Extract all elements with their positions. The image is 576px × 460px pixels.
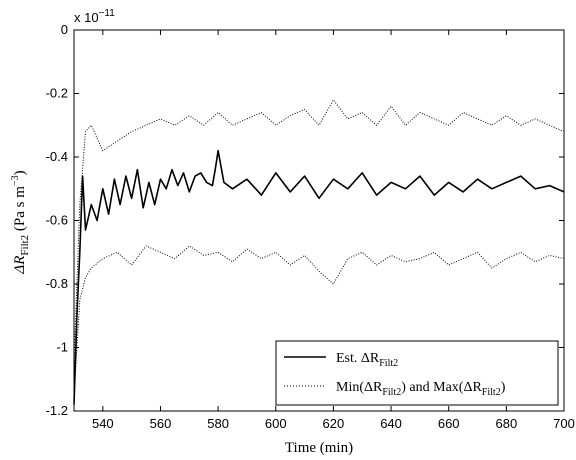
legend-minmax-sub: Filt2 xyxy=(382,387,401,398)
x-tick-label-560: 560 xyxy=(150,416,172,431)
y-tick-label-3: -0.6 xyxy=(46,213,68,228)
ticks-layer: 540 560 580 600 620 640 660 680 700 0 -0.2 -0.4 -0.6… xyxy=(46,22,575,431)
legend-box xyxy=(275,340,559,406)
series-layer xyxy=(73,99,565,405)
y-multiplier-exponent: −11 xyxy=(99,8,116,19)
y-axis-label-sub: Filt2 xyxy=(19,235,31,256)
y-axis-label: ΔRFilt2 (Pa s m−3) xyxy=(10,170,31,274)
series-line-min xyxy=(73,245,565,396)
legend-minmax-mid: ) and Max(ΔR xyxy=(401,380,482,395)
legend-minmax-end: ) xyxy=(501,380,506,395)
y-axis-label-unit-end: ) xyxy=(12,170,28,175)
legend-est-prefix: Est. ΔR xyxy=(336,351,380,366)
x-axis-label: Time (min) xyxy=(285,440,353,456)
x-tick-label-600: 600 xyxy=(265,416,287,431)
x-tick-label-660: 660 xyxy=(438,416,460,431)
x-tick-label-700: 700 xyxy=(553,416,575,431)
legend-est-sub: Filt2 xyxy=(379,358,398,369)
y-axis-label-main: ΔR xyxy=(12,256,28,275)
y-tick-label-4: -0.8 xyxy=(46,276,68,291)
y-axis-label-unit: (Pa s m xyxy=(12,186,28,235)
x-tick-label-580: 580 xyxy=(207,416,229,431)
legend-entry-minmax: Min(ΔRFilt2) and Max(ΔRFilt2) xyxy=(336,380,506,398)
legend: Est. ΔRFilt2 Min(ΔRFilt2) and Max(ΔRFilt… xyxy=(275,340,559,406)
series-line-estimate xyxy=(73,149,565,405)
y-tick-label-6: -1.2 xyxy=(46,403,68,418)
legend-entry-est: Est. ΔRFilt2 xyxy=(336,351,398,369)
x-tick-label-680: 680 xyxy=(496,416,518,431)
x-tick-label-640: 640 xyxy=(380,416,402,431)
y-tick-label-1: -0.2 xyxy=(46,86,68,101)
y-axis-label-unit-sup: −3 xyxy=(10,175,21,186)
y-tick-label-5: -1 xyxy=(56,340,68,355)
x-tick-label-540: 540 xyxy=(92,416,114,431)
legend-minmax-sub2: Filt2 xyxy=(482,387,501,398)
x-tick-label-620: 620 xyxy=(323,416,345,431)
y-multiplier-base: x 10 xyxy=(74,10,99,25)
y-tick-label-2: -0.4 xyxy=(46,149,68,164)
y-tick-label-0: 0 xyxy=(61,22,68,37)
y-multiplier: x 10−11 xyxy=(74,8,115,25)
series-line-max xyxy=(73,99,565,364)
legend-minmax-prefix: Min(ΔR xyxy=(336,380,383,395)
